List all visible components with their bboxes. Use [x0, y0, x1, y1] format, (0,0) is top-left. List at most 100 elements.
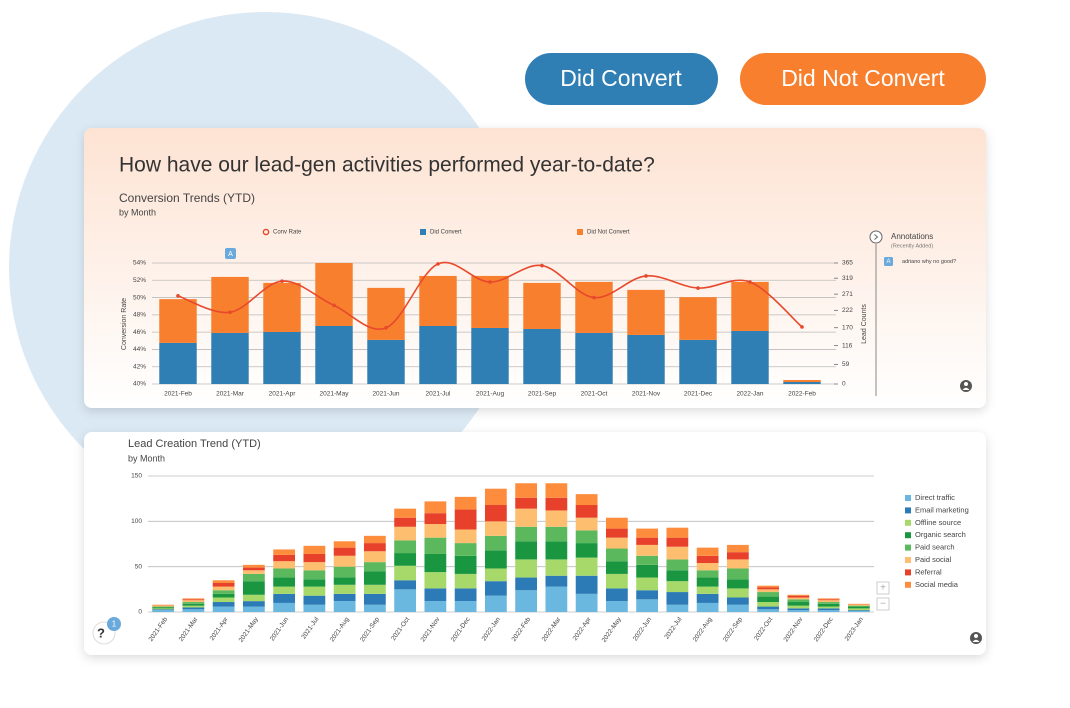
legend-swatch [905, 507, 911, 514]
line-point [332, 303, 336, 308]
bar-segment [666, 592, 689, 605]
bar-segment [333, 577, 356, 585]
bar-segment [454, 496, 477, 510]
button-label[interactable]: Did Not Convert [781, 65, 945, 91]
bar-segment [394, 508, 417, 518]
annotations-subtitle: (Recently Added) [891, 243, 933, 249]
help-button[interactable]: ? 1 [92, 617, 121, 645]
button-label[interactable]: Did Convert [560, 65, 682, 91]
bar-segment [515, 559, 538, 578]
legend-label: Paid social [915, 555, 952, 564]
bar-segment [545, 483, 568, 498]
x-tick-label: 2021-Jun [372, 391, 399, 398]
zoom-in[interactable] [876, 581, 890, 595]
bar-segment [152, 609, 175, 611]
bar-segment [726, 568, 749, 580]
bar-segment [424, 588, 447, 602]
marker-label[interactable]: A [228, 251, 233, 258]
zoom-in-label[interactable]: + [880, 583, 886, 594]
marker-bg[interactable] [225, 248, 236, 259]
y-tick-label: 40% [133, 381, 146, 388]
bar-segment [847, 606, 870, 609]
bar-segment [575, 557, 598, 576]
bar-segment [605, 528, 628, 538]
x-tick-label: 2021-Oct [581, 391, 608, 398]
bar-segment [394, 553, 417, 566]
line-point [488, 280, 492, 284]
bar-segment [363, 551, 386, 563]
bar-segment [424, 501, 447, 514]
chart-subtitle: by Month [119, 207, 156, 217]
bar-segment [152, 605, 175, 607]
x-tick-label: 2021-Sep [528, 391, 557, 398]
bar-segment [575, 505, 598, 518]
legend-label: Paid search [915, 543, 955, 552]
bar-segment [273, 568, 296, 578]
bar-segment [636, 564, 659, 578]
bar-segment [484, 550, 507, 569]
bar-segment [696, 593, 719, 603]
bar-segment [666, 581, 689, 593]
panel-toggle[interactable] [869, 230, 883, 244]
legend-swatch [905, 557, 911, 563]
bar-segment [152, 606, 175, 608]
did-convert-button[interactable]: Did Convert [525, 53, 718, 105]
button-bg[interactable] [525, 53, 718, 105]
annotation-text[interactable]: adriano why no good? [902, 259, 956, 265]
toggle-icon[interactable] [874, 234, 879, 240]
bar-segment [263, 282, 301, 332]
bar-segment [424, 513, 447, 525]
bar-segment [419, 325, 457, 384]
y2-tick-label: 271 [842, 291, 853, 298]
bar-segment [757, 587, 780, 590]
bar-segment [484, 488, 507, 506]
icon-body[interactable] [962, 387, 970, 390]
bar-segment [454, 555, 477, 574]
bar-segment [303, 586, 326, 596]
bar-segment [757, 609, 780, 612]
y-tick-label: 48% [133, 312, 146, 319]
legend-swatch [905, 569, 911, 576]
help-label[interactable]: ? [97, 625, 105, 640]
bar-segment [787, 594, 810, 596]
x-tick-label: 2021-Feb [164, 391, 192, 398]
icon-body[interactable] [972, 639, 980, 642]
user-icon[interactable] [970, 632, 982, 644]
chart-title: Lead Creation Trend (YTD) [128, 438, 261, 450]
legend-label: Did Convert [430, 230, 462, 236]
bar-segment [666, 537, 689, 547]
icon-head[interactable] [974, 634, 978, 638]
user-icon[interactable] [960, 380, 972, 392]
y-tick-label: 100 [131, 518, 142, 525]
bar-segment [363, 562, 386, 572]
legend-swatch [262, 228, 270, 236]
bar-segment [545, 559, 568, 576]
icon-head[interactable] [964, 382, 968, 386]
bar-segment [545, 575, 568, 587]
legend-label: Email marketing [915, 505, 969, 514]
zoom-controls[interactable]: + − [876, 581, 890, 611]
chart-marker[interactable]: A [225, 248, 236, 259]
button-bg[interactable] [740, 53, 986, 105]
bar-segment [666, 604, 689, 612]
bar-segment [575, 332, 613, 384]
x-tick-label: 2021-Apr [269, 391, 297, 398]
bar-segment [182, 607, 205, 610]
zoom-out[interactable] [876, 597, 890, 611]
bar-segment [757, 585, 780, 588]
bar-segment [515, 526, 538, 542]
bar-segment [545, 526, 568, 542]
did-not-convert-button[interactable]: Did Not Convert [740, 53, 986, 105]
bar-segment [731, 330, 769, 384]
legend-label: Organic search [915, 530, 966, 539]
bar-segment [484, 505, 507, 522]
annotations-title: Annotations [891, 232, 933, 241]
line-point [540, 263, 544, 268]
zoom-out-label[interactable]: − [880, 599, 886, 610]
y2-tick-label: 116 [842, 342, 853, 349]
bar-segment [454, 573, 477, 589]
bar-segment [783, 380, 821, 383]
legend-label: Conv Rate [273, 230, 302, 236]
bar-segment [363, 584, 386, 594]
bar-segment [575, 494, 598, 506]
